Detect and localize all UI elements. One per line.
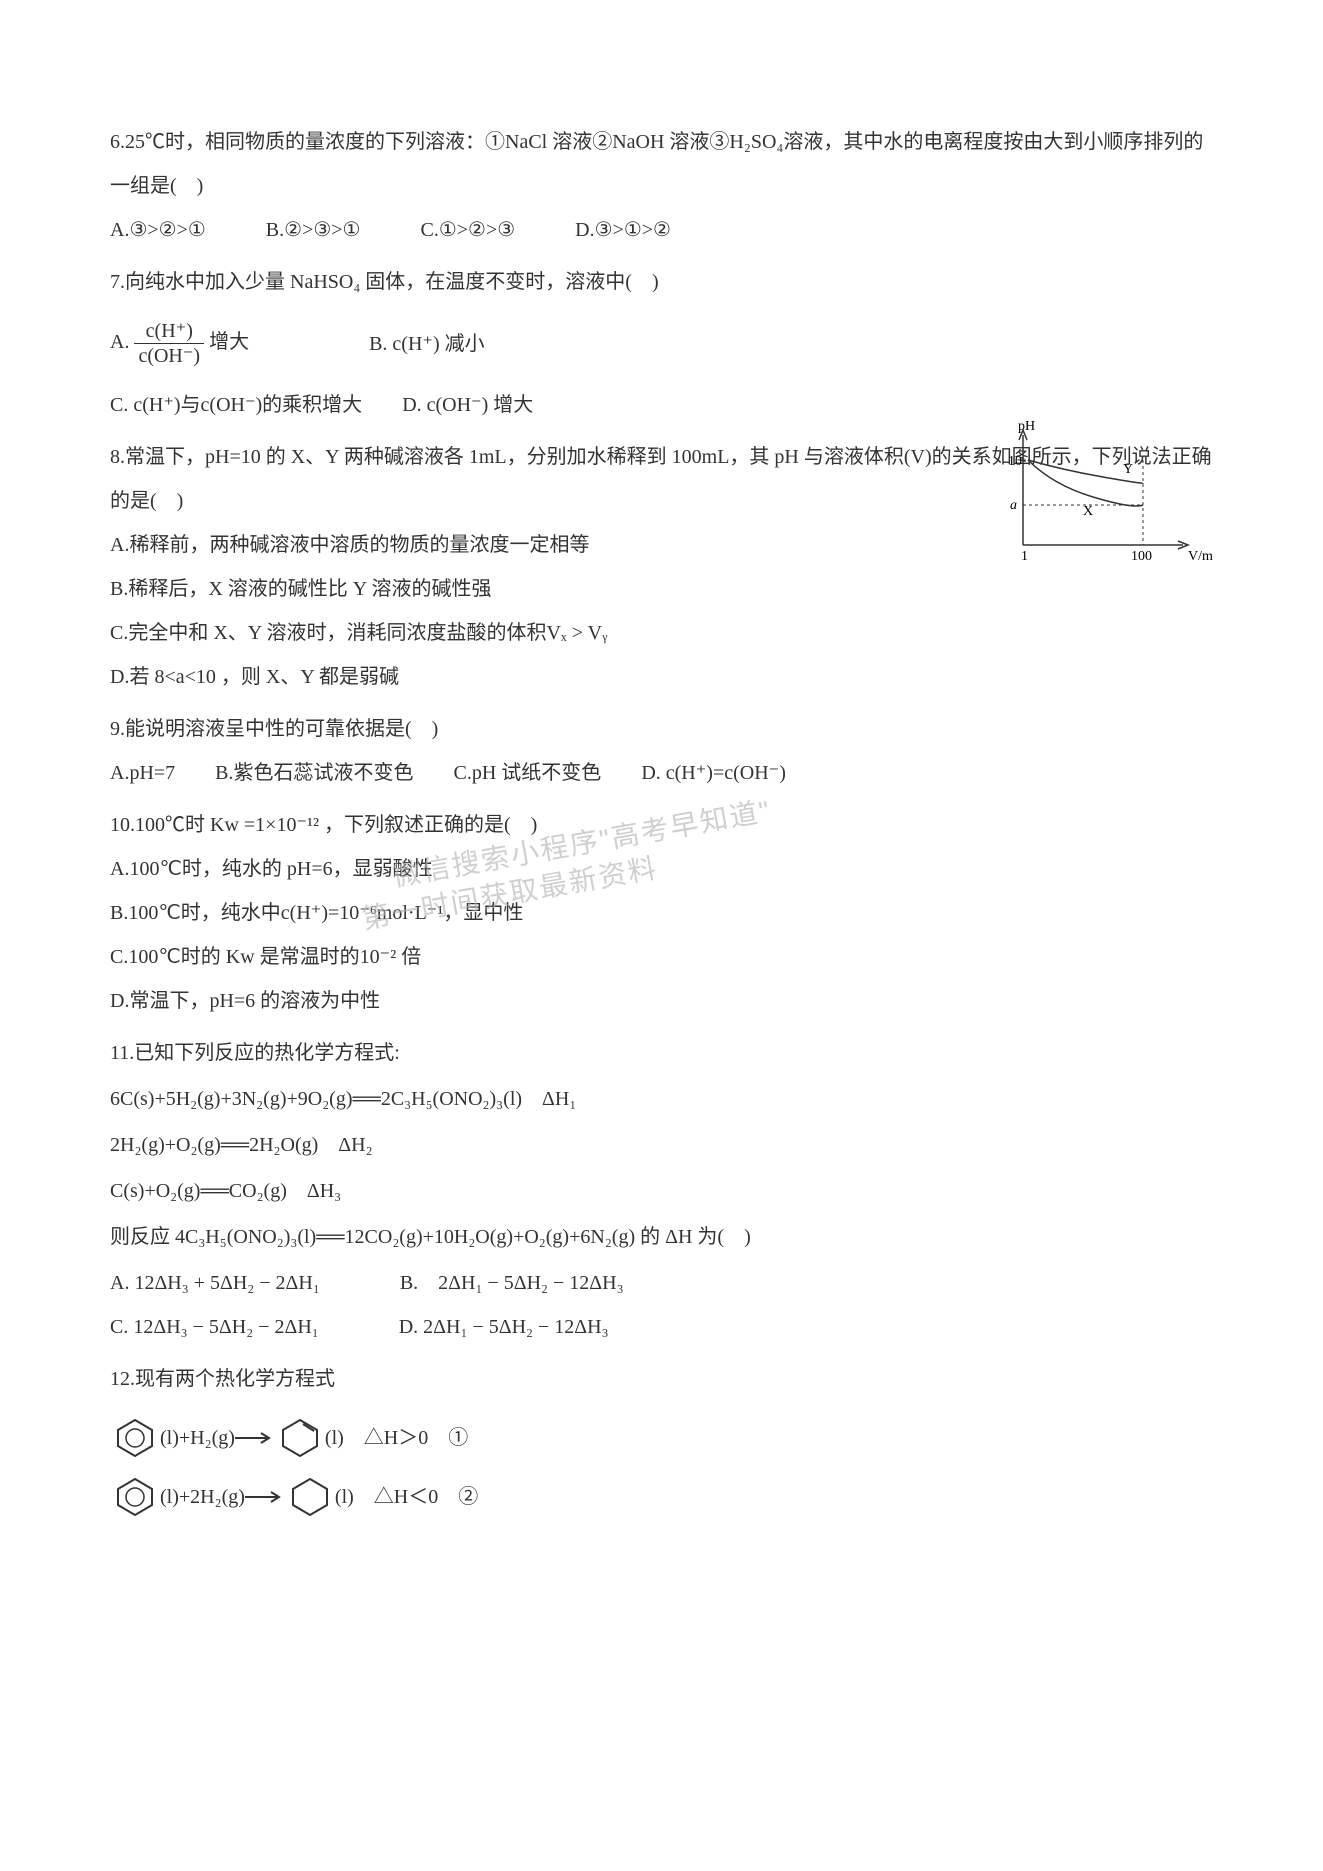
q9-optC: C.pH 试纸不变色	[454, 751, 602, 795]
q12-eq1-end: (l) △H＞0 ①	[325, 1416, 468, 1460]
q11-optA: A. 12ΔH₃ + 5ΔH₂ − 2ΔH₁	[110, 1261, 320, 1305]
q7-optA: A. c(H⁺) c(OH⁻) 增大	[110, 319, 249, 368]
q11-eq2: 2H₂(g)+O₂(g)══2H₂O(g) ΔH₂	[110, 1123, 1213, 1167]
q11-eq3: C(s)+O₂(g)══CO₂(g) ΔH₃	[110, 1169, 1213, 1213]
xlabel: V/mL	[1188, 549, 1213, 564]
q7-text: 7.向纯水中加入少量 NaHSO₄ 固体，在温度不变时，溶液中( )	[110, 260, 1213, 304]
xtick-100: 100	[1131, 549, 1152, 564]
ytick-10: 10	[1008, 454, 1022, 469]
xtick-1: 1	[1021, 549, 1028, 564]
q6-text: 6.25℃时，相同物质的量浓度的下列溶液：①NaCl 溶液②NaOH 溶液③H₂…	[110, 120, 1213, 208]
benzene-ring-1	[110, 1416, 160, 1460]
q12-eq2-end: (l) △H＜0 ②	[335, 1475, 478, 1519]
q11-optB: B. 2ΔH₁ − 5ΔH₂ − 12ΔH₃	[400, 1261, 624, 1305]
question-9: 9.能说明溶液呈中性的可靠依据是( ) A.pH=7 B.紫色石蕊试液不变色 C…	[110, 707, 1213, 795]
question-8: 8.常温下，pH=10 的 X、Y 两种碱溶液各 1mL，分别加水稀释到 100…	[110, 435, 1213, 699]
q12-text: 12.现有两个热化学方程式	[110, 1357, 1213, 1401]
q9-optA: A.pH=7	[110, 751, 175, 795]
q9-text: 9.能说明溶液呈中性的可靠依据是( )	[110, 707, 1213, 751]
q7-optA-den: c(OH⁻)	[134, 344, 204, 368]
q9-optD: D. c(H⁺)=c(OH⁻)	[641, 751, 786, 795]
question-7: 7.向纯水中加入少量 NaHSO₄ 固体，在温度不变时，溶液中( ) A. c(…	[110, 260, 1213, 427]
arrow-icon-1	[235, 1430, 275, 1446]
q7-optA-num: c(H⁺)	[134, 319, 204, 344]
question-6: 6.25℃时，相同物质的量浓度的下列溶液：①NaCl 溶液②NaOH 溶液③H₂…	[110, 120, 1213, 252]
q6-optB: B.②>③>①	[266, 208, 361, 252]
q12-eq1-mid: (l)+H₂(g)	[160, 1416, 235, 1460]
q12-eq2: (l)+2H₂(g) (l) △H＜0 ②	[110, 1475, 1213, 1519]
q10-optD: D.常温下，pH=6 的溶液为中性	[110, 979, 1213, 1023]
q6-optD: D.③>①>②	[575, 208, 671, 252]
q10-optC: C.100℃时的 Kw 是常温时的10⁻² 倍	[110, 935, 1213, 979]
question-10: 微信搜索小程序"高考早知道" 第一时间获取最新资料 10.100℃时 Kw =1…	[110, 803, 1213, 1023]
q10-optA: A.100℃时，纯水的 pH=6，显弱酸性	[110, 847, 1213, 891]
cyclohexane-ring	[285, 1475, 335, 1519]
curve-Y: Y	[1123, 462, 1133, 477]
question-11: 11.已知下列反应的热化学方程式: 6C(s)+5H₂(g)+3N₂(g)+9O…	[110, 1031, 1213, 1349]
q7-optA-suffix: 增大	[209, 331, 249, 353]
q11-eq4: 则反应 4C₃H₅(ONO₂)₃(l)══12CO₂(g)+10H₂O(g)+O…	[110, 1215, 1213, 1259]
q8-optD: D.若 8<a<10 ，则 X、Y 都是弱碱	[110, 655, 1213, 699]
q10-optB: B.100℃时，纯水中c(H⁺)=10⁻⁶mol·L⁻¹，显中性	[110, 891, 1213, 935]
q7-optD: D. c(OH⁻) 增大	[402, 383, 533, 427]
q11-text: 11.已知下列反应的热化学方程式:	[110, 1031, 1213, 1075]
q12-eq1: (l)+H₂(g) (l) △H＞0 ①	[110, 1416, 1213, 1460]
ylabel: pH	[1018, 419, 1035, 434]
q12-eq2-mid: (l)+2H₂(g)	[160, 1475, 245, 1519]
q7-optB: B. c(H⁺) 减小	[369, 322, 485, 366]
q8-optC: C.完全中和 X、Y 溶液时，消耗同浓度盐酸的体积Vₓ > Vᵧ	[110, 611, 1213, 655]
q11-optC: C. 12ΔH₃ − 5ΔH₂ − 2ΔH₁	[110, 1305, 319, 1349]
question-12: 12.现有两个热化学方程式 (l)+H₂(g) (l) △H＞0 ① (l)+2…	[110, 1357, 1213, 1519]
q7-optA-prefix: A.	[110, 331, 129, 353]
curve-X: X	[1083, 504, 1093, 519]
q7-optC: C. c(H⁺)与c(OH⁻)的乘积增大	[110, 383, 362, 427]
ph-volume-chart: 10 a 1 100 Y X pH V/mL	[983, 415, 1213, 585]
q10-text: 10.100℃时 Kw =1×10⁻¹² ，下列叙述正确的是( )	[110, 803, 1213, 847]
arrow-icon-2	[245, 1489, 285, 1505]
q6-optA: A.③>②>①	[110, 208, 206, 252]
cyclohexene-ring	[275, 1416, 325, 1460]
q8-graph: 10 a 1 100 Y X pH V/mL	[983, 415, 1213, 601]
q11-optD: D. 2ΔH₁ − 5ΔH₂ − 12ΔH₃	[399, 1305, 609, 1349]
q6-options: A.③>②>① B.②>③>① C.①>②>③ D.③>①>②	[110, 208, 1213, 252]
q9-optB: B.紫色石蕊试液不变色	[215, 751, 413, 795]
q11-eq1: 6C(s)+5H₂(g)+3N₂(g)+9O₂(g)══2C₃H₅(ONO₂)₃…	[110, 1077, 1213, 1121]
q6-optC: C.①>②>③	[420, 208, 515, 252]
ytick-a: a	[1010, 498, 1017, 513]
benzene-ring-2	[110, 1475, 160, 1519]
